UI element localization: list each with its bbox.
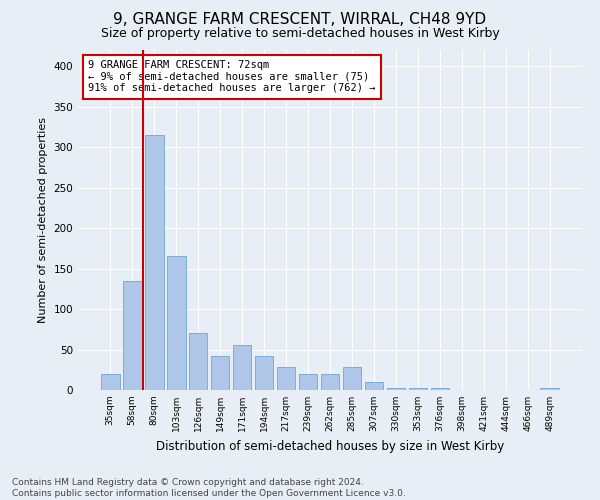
Bar	[320, 374, 340, 390]
X-axis label: Distribution of semi-detached houses by size in West Kirby: Distribution of semi-detached houses by …	[156, 440, 504, 452]
Bar	[386, 388, 405, 390]
Bar	[189, 334, 208, 390]
Bar	[233, 346, 251, 390]
Bar	[299, 374, 317, 390]
Bar	[255, 356, 274, 390]
Text: 9, GRANGE FARM CRESCENT, WIRRAL, CH48 9YD: 9, GRANGE FARM CRESCENT, WIRRAL, CH48 9Y…	[113, 12, 487, 28]
Bar	[541, 388, 559, 390]
Bar	[101, 374, 119, 390]
Bar	[123, 280, 142, 390]
Bar	[343, 368, 361, 390]
Bar	[145, 135, 164, 390]
Text: Size of property relative to semi-detached houses in West Kirby: Size of property relative to semi-detach…	[101, 28, 499, 40]
Bar	[365, 382, 383, 390]
Bar	[167, 256, 185, 390]
Bar	[277, 368, 295, 390]
Bar	[409, 388, 427, 390]
Bar	[211, 356, 229, 390]
Bar	[431, 388, 449, 390]
Y-axis label: Number of semi-detached properties: Number of semi-detached properties	[38, 117, 48, 323]
Text: 9 GRANGE FARM CRESCENT: 72sqm
← 9% of semi-detached houses are smaller (75)
91% : 9 GRANGE FARM CRESCENT: 72sqm ← 9% of se…	[88, 60, 376, 94]
Text: Contains HM Land Registry data © Crown copyright and database right 2024.
Contai: Contains HM Land Registry data © Crown c…	[12, 478, 406, 498]
